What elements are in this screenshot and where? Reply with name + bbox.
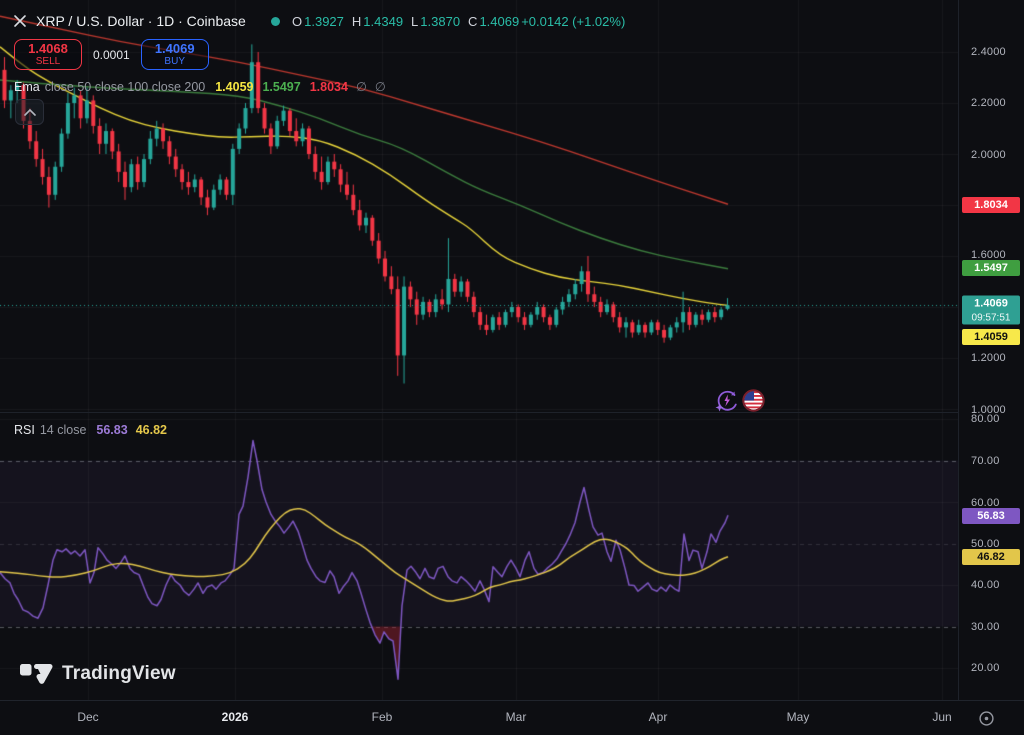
rsi-tick-label: 70.00 bbox=[971, 455, 1000, 467]
time-axis-label: Mar bbox=[505, 710, 527, 724]
buy-label: BUY bbox=[164, 55, 185, 67]
high-label: H bbox=[351, 14, 362, 29]
low-value: 1.3870 bbox=[420, 14, 461, 29]
price-tick-label: 2.4000 bbox=[971, 46, 1006, 58]
rsi-value: 56.83 bbox=[96, 423, 128, 437]
ema50-value: 1.4059 bbox=[215, 80, 254, 94]
change-value: +0.0142 (+1.02%) bbox=[521, 14, 626, 29]
collapse-legend-button[interactable] bbox=[15, 99, 44, 125]
price-tick-label: 1.2000 bbox=[971, 352, 1006, 364]
rsi-tick-label: 80.00 bbox=[971, 413, 1000, 425]
time-axis-label: 2026 bbox=[221, 710, 249, 724]
time-axis[interactable]: Dec 2026 Feb Mar Apr May Jun bbox=[0, 700, 1024, 735]
time-axis-label: May bbox=[786, 710, 810, 724]
rsi-tick-label: 40.00 bbox=[971, 579, 1000, 591]
ema-empty-value-1: ∅ bbox=[355, 80, 367, 94]
settings-icon[interactable] bbox=[974, 706, 998, 730]
rsi-ma-value-label: 46.82 bbox=[962, 549, 1020, 565]
rsi-ma-value: 46.82 bbox=[135, 423, 167, 437]
rsi-name: RSI bbox=[14, 423, 35, 437]
rsi-tick-label: 50.00 bbox=[971, 538, 1000, 550]
ema100-price-label: 1.5497 bbox=[962, 260, 1020, 276]
ema50-price-label: 1.4059 bbox=[962, 329, 1020, 345]
rsi-indicator-pane[interactable] bbox=[0, 413, 958, 700]
rsi-tick-label: 60.00 bbox=[971, 497, 1000, 509]
ema-legend[interactable]: Ema close 50 close 100 close 200 1.4059 1.5… bbox=[14, 79, 386, 94]
rsi-tick-label: 30.00 bbox=[971, 621, 1000, 633]
rsi-params: 14 close bbox=[39, 423, 87, 437]
time-axis-label: Apr bbox=[648, 710, 668, 724]
rsi-value-label: 56.83 bbox=[962, 508, 1020, 524]
tradingview-logo-icon bbox=[20, 664, 53, 684]
time-axis-label: Jun bbox=[932, 710, 952, 724]
spread-value: 0.0001 bbox=[93, 47, 130, 62]
sell-price: 1.4068 bbox=[28, 40, 68, 56]
price-tick-label: 1.0000 bbox=[971, 404, 1006, 416]
last-price-label: 1.4069 09:57:51 bbox=[962, 295, 1020, 325]
close-icon[interactable] bbox=[13, 14, 27, 28]
price-axis[interactable]: USD 2.40002.20002.00001.60001.20001.0000… bbox=[958, 0, 1024, 700]
price-tick-label: 2.2000 bbox=[971, 97, 1006, 109]
chart-header: XRP / U.S. Dollar · 1D · Coinbase O 1.392… bbox=[0, 0, 958, 36]
open-label: O bbox=[292, 14, 303, 29]
ema-name: Ema bbox=[14, 80, 40, 94]
us-flag-event-icon[interactable] bbox=[741, 388, 766, 413]
sell-button[interactable]: 1.4068 SELL bbox=[14, 39, 82, 70]
market-status-dot[interactable] bbox=[271, 17, 280, 26]
rsi-tick-label: 20.00 bbox=[971, 662, 1000, 674]
close-value: 1.4069 bbox=[479, 14, 520, 29]
ema-empty-value-2: ∅ bbox=[374, 80, 386, 94]
ema200-price-label: 1.8034 bbox=[962, 197, 1020, 213]
boost-event-icon[interactable] bbox=[714, 388, 739, 413]
tradingview-logo[interactable]: TradingView bbox=[20, 663, 176, 685]
time-axis-label: Feb bbox=[371, 710, 393, 724]
sell-label: SELL bbox=[35, 55, 61, 67]
close-label: C bbox=[468, 14, 478, 29]
pane-separator[interactable] bbox=[0, 412, 958, 413]
price-tick-label: 2.0000 bbox=[971, 149, 1006, 161]
low-label: L bbox=[411, 14, 419, 29]
tradingview-logo-text: TradingView bbox=[62, 663, 176, 684]
rsi-legend[interactable]: RSI 14 close 56.83 46.82 bbox=[14, 423, 167, 437]
ohlc-values: O 1.3927 H 1.4349 L 1.3870 C 1.4069 +0.0142 (+1.… bbox=[292, 14, 625, 29]
trade-panel: 1.4068 SELL 0.0001 1.4069 BUY bbox=[14, 39, 209, 70]
chevron-up-icon bbox=[23, 108, 36, 116]
time-axis-label: Dec bbox=[77, 710, 99, 724]
symbol-title[interactable]: XRP / U.S. Dollar · 1D · Coinbase bbox=[36, 13, 246, 29]
buy-price: 1.4069 bbox=[154, 40, 195, 56]
ema100-value: 1.5497 bbox=[262, 80, 301, 94]
high-value: 1.4349 bbox=[363, 14, 404, 29]
ema200-value: 1.8034 bbox=[309, 80, 348, 94]
price-tick-label: 1.6000 bbox=[971, 249, 1006, 261]
buy-button[interactable]: 1.4069 BUY bbox=[140, 39, 209, 70]
ema-params: close 50 close 100 close 200 bbox=[44, 80, 206, 94]
open-value: 1.3927 bbox=[304, 14, 344, 29]
